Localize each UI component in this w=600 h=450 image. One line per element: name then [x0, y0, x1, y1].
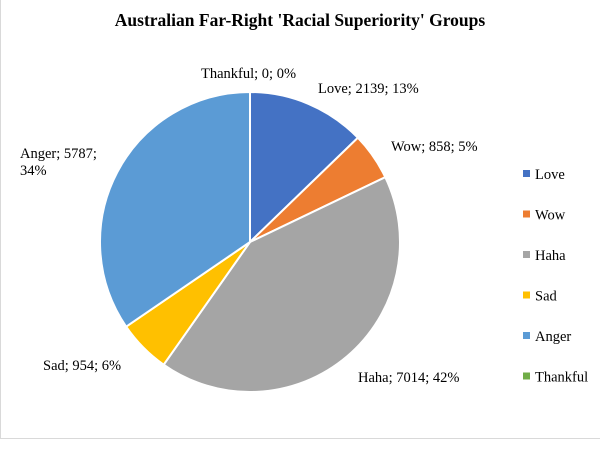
chart-frame-left-border — [0, 0, 1, 438]
legend-swatch-wow — [523, 210, 530, 218]
legend-swatch-love — [523, 170, 530, 177]
legend-label-sad: Sad — [535, 289, 558, 305]
data-label-sad: Sad; 954; 6% — [43, 358, 121, 374]
pie-slice-anger[interactable] — [99, 90, 251, 329]
data-label-haha: Haha; 7014; 42% — [358, 370, 459, 386]
data-label-wow: Wow; 858; 5% — [391, 139, 478, 155]
data-label-love: Love; 2139; 13% — [318, 81, 419, 97]
legend-label-haha: Haha — [535, 248, 566, 264]
legend-label-anger: Anger — [535, 329, 571, 345]
legend-swatch-sad — [523, 291, 530, 299]
legend: Love Wow Haha Sad Anger Thankful — [523, 167, 588, 386]
legend-swatch-anger — [523, 332, 530, 339]
legend-label-love: Love — [535, 167, 565, 183]
data-labels: Love; 2139; 13% Wow; 858; 5% Haha; 7014; 4… — [20, 66, 478, 386]
legend-swatch-thankful — [523, 372, 530, 380]
pie-slice-love[interactable] — [249, 90, 360, 245]
data-label-anger: Anger; 5787; 34% — [20, 146, 97, 179]
pie-slice-haha[interactable] — [162, 175, 401, 394]
legend-label-thankful: Thankful — [535, 370, 588, 386]
legend-label-wow: Wow — [535, 208, 566, 224]
pie-slices — [99, 90, 401, 394]
chart-title: Australian Far-Right 'Racial Superiority… — [115, 10, 486, 30]
chart-frame-bottom-border — [0, 438, 600, 439]
legend-swatch-haha — [523, 251, 530, 258]
data-label-thankful: Thankful; 0; 0% — [201, 66, 296, 82]
